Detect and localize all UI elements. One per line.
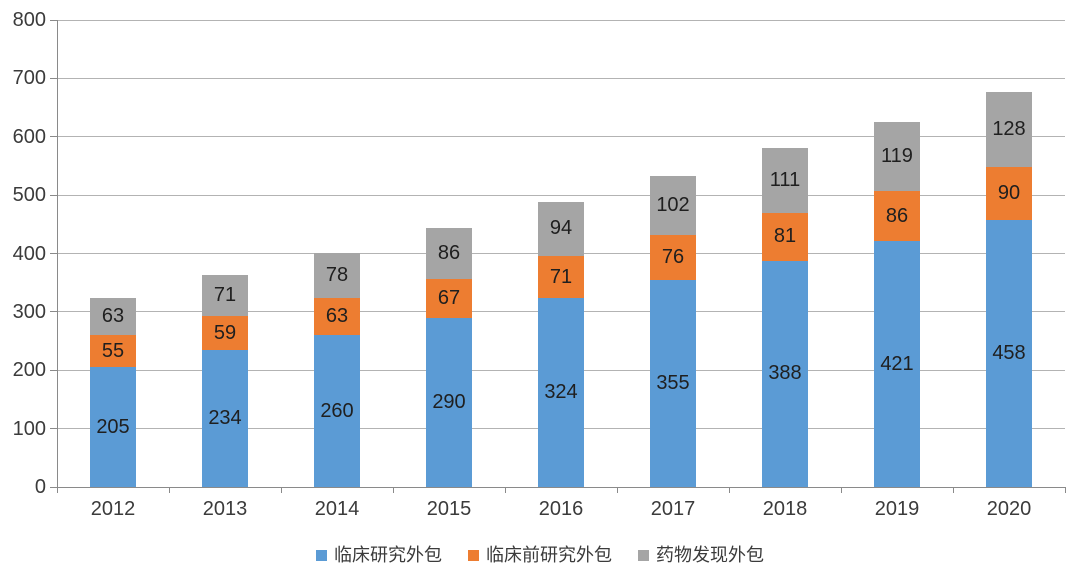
grid-line (57, 77, 1065, 79)
legend-label: 药物发现外包 (656, 545, 764, 565)
x-axis-tick (505, 487, 506, 493)
bar-segment-2020-s2: 128 (986, 92, 1032, 168)
bar-segment-2018-s0: 388 (762, 260, 808, 487)
y-tick-label: 0 (34, 476, 46, 498)
legend-item-0: 临床研究外包 (316, 544, 442, 566)
y-axis-tick (50, 486, 57, 488)
y-tick-label: 700 (12, 67, 46, 90)
bar-segment-2012-s0: 205 (90, 367, 136, 487)
legend-swatch-icon (638, 549, 649, 561)
legend-item-1: 临床前研究外包 (468, 544, 612, 566)
bar-segment-2020-s1: 90 (986, 167, 1032, 220)
x-axis-tick (617, 487, 618, 493)
bar-segment-2014-s1: 63 (314, 298, 360, 336)
legend-label: 临床研究外包 (334, 545, 442, 565)
grid-line (57, 136, 1065, 138)
bar-segment-2017-s0: 355 (650, 279, 696, 487)
bar-segment-2013-s1: 59 (202, 315, 248, 351)
grid-line (57, 19, 1065, 21)
bar-segment-2017-s1: 76 (650, 235, 696, 280)
x-axis-tick (281, 487, 282, 493)
bar-segment-2019-s0: 421 (874, 241, 920, 487)
y-axis-tick (50, 311, 57, 313)
x-tick-label: 2015 (426, 498, 472, 520)
x-axis-line (57, 486, 1065, 488)
bar-segment-2016-s2: 94 (538, 201, 584, 257)
bar-segment-2015-s2: 86 (426, 228, 472, 279)
y-axis-tick (50, 194, 57, 196)
y-tick-label: 300 (12, 300, 46, 323)
legend: 临床研究外包 临床前研究外包 药物发现外包 (0, 542, 1080, 568)
y-tick-label: 200 (12, 359, 46, 382)
bar-segment-2013-s2: 71 (202, 274, 248, 316)
bar-segment-2016-s0: 324 (538, 297, 584, 487)
bar-segment-2017-s2: 102 (650, 175, 696, 236)
x-tick-label: 2017 (650, 498, 696, 520)
x-axis-tick (1065, 487, 1066, 493)
bar-segment-2015-s0: 290 (426, 317, 472, 487)
legend-swatch-icon (316, 549, 327, 561)
x-axis-tick (729, 487, 730, 493)
legend-label: 临床前研究外包 (486, 545, 612, 565)
bar-segment-2012-s1: 55 (90, 335, 136, 368)
x-tick-label: 2014 (314, 498, 360, 520)
bar-segment-2015-s1: 67 (426, 278, 472, 318)
legend-swatch-icon (468, 549, 479, 561)
x-tick-label: 2019 (874, 498, 920, 520)
y-axis-tick (50, 428, 57, 430)
y-tick-label: 400 (12, 242, 46, 265)
bar-segment-2018-s2: 111 (762, 148, 808, 214)
y-tick-label: 100 (12, 417, 46, 440)
bar-segment-2019-s1: 86 (874, 191, 920, 242)
x-tick-label: 2018 (762, 498, 808, 520)
bar-segment-2019-s2: 119 (874, 121, 920, 192)
x-axis-tick (841, 487, 842, 493)
bar-segment-2013-s0: 234 (202, 350, 248, 487)
x-axis-tick (169, 487, 170, 493)
bar-segment-2016-s1: 71 (538, 256, 584, 298)
y-axis-line (57, 20, 58, 487)
x-axis-tick (57, 487, 58, 493)
legend-item-2: 药物发现外包 (638, 544, 764, 566)
y-axis-tick (50, 136, 57, 138)
x-tick-label: 2012 (90, 498, 136, 520)
y-tick-label: 600 (12, 125, 46, 148)
y-tick-label: 500 (12, 184, 46, 207)
bar-segment-2014-s0: 260 (314, 335, 360, 487)
y-axis-tick (50, 77, 57, 79)
grid-line (57, 194, 1065, 196)
bar-segment-2012-s2: 63 (90, 298, 136, 336)
y-axis-tick (50, 369, 57, 371)
x-axis-tick (393, 487, 394, 493)
y-axis-tick (50, 253, 57, 254)
x-axis-tick (953, 487, 954, 493)
y-axis-tick (50, 19, 57, 21)
x-tick-label: 2016 (538, 498, 584, 520)
y-tick-label: 800 (12, 9, 46, 31)
bar-segment-2018-s1: 81 (762, 213, 808, 261)
bar-segment-2014-s2: 78 (314, 252, 360, 299)
x-tick-label: 2013 (202, 498, 248, 520)
x-tick-label: 2020 (986, 498, 1032, 520)
bar-segment-2020-s0: 458 (986, 219, 1032, 487)
